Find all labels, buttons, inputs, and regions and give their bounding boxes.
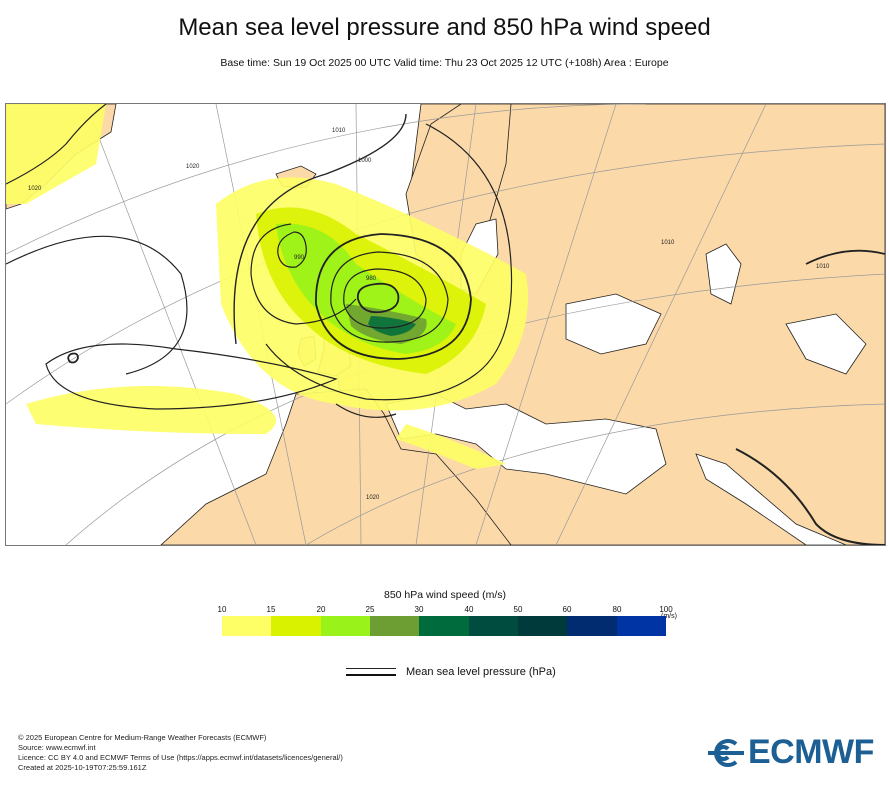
wind-legend-unit: (m/s) xyxy=(661,613,677,620)
isobar-labels: 1020 1010 1000 990 980 1020 1010 1010 10… xyxy=(28,128,830,501)
msl-legend-label: Mean sea level pressure (hPa) xyxy=(406,666,556,678)
colorbar-swatch xyxy=(567,616,617,636)
footer-licence: Licence: CC BY 4.0 and ECMWF Terms of Us… xyxy=(18,753,343,762)
isobars xyxy=(6,104,885,545)
wind-legend-title: 850 hPa wind speed (m/s) xyxy=(384,589,506,601)
isobar-980-ring xyxy=(343,268,427,329)
mediterranean-sea xyxy=(385,393,667,495)
wind-band-10-15 xyxy=(6,104,528,469)
isobar-1020-atlantic xyxy=(45,343,338,410)
isobar-1020-greenland xyxy=(6,104,107,185)
isobar-990-ring xyxy=(330,251,449,343)
isobar-label: 980 xyxy=(366,276,377,282)
chart-title: Mean sea level pressure and 850 hPa wind… xyxy=(178,14,711,41)
legend-tick: 100 xyxy=(659,605,673,614)
legend-tick: 60 xyxy=(562,605,572,614)
footer-copyright: © 2025 European Centre for Medium-Range … xyxy=(18,733,267,742)
wind-colorbar xyxy=(222,616,666,636)
isobar-1010-ring xyxy=(265,123,513,401)
persian-gulf xyxy=(785,313,867,375)
ecmwf-logo-icon xyxy=(708,738,744,767)
colorbar-swatch xyxy=(222,616,272,636)
map-svg: 1020 1010 1000 990 980 1020 1010 1010 10… xyxy=(6,104,885,545)
isobar-1010-north xyxy=(233,113,407,345)
legend-tick: 20 xyxy=(316,605,326,614)
legend-tick: 15 xyxy=(266,605,276,614)
isobar-1000-ring-1 xyxy=(250,223,357,325)
isobar-label: 1010 xyxy=(661,240,675,246)
isobar-atlantic-high xyxy=(67,352,79,364)
isobar-1020-iberia xyxy=(335,403,397,418)
footer-created: Created at 2025-10-19T07:25:59.161Z xyxy=(18,763,147,772)
msl-legend-thick-line xyxy=(346,674,396,676)
isobar-label: 1010 xyxy=(816,264,830,270)
colorbar-swatch xyxy=(271,616,321,636)
isobar-label: 1020 xyxy=(28,186,42,192)
colorbar-swatch xyxy=(517,616,568,636)
legend-tick: 50 xyxy=(513,605,523,614)
isobar-label: 990 xyxy=(294,255,305,261)
msl-legend: Mean sea level pressure (hPa) xyxy=(346,665,596,681)
colorbar-swatch xyxy=(320,616,370,636)
chart-subtitle: Base time: Sun 19 Oct 2025 00 UTC Valid … xyxy=(220,57,669,69)
isobar-1010-red-sea xyxy=(735,448,885,545)
footer-source: Source: www.ecmwf.int xyxy=(18,743,96,752)
legend-tick: 25 xyxy=(365,605,375,614)
colorbar-swatch xyxy=(468,616,518,636)
footer-credits: © 2025 European Centre for Medium-Range … xyxy=(18,733,343,773)
red-sea xyxy=(695,453,847,545)
isobar-label: 1020 xyxy=(366,495,380,501)
colorbar-swatch xyxy=(369,616,420,636)
legend-tick: 10 xyxy=(217,605,227,614)
msl-legend-thin-line xyxy=(346,668,396,669)
ecmwf-logo-text: ECMWF xyxy=(748,733,874,771)
isobar-label: 1000 xyxy=(358,158,372,164)
wind-band-30-40 xyxy=(368,316,416,336)
isobar-low-centre xyxy=(356,282,400,314)
legend-tick: 40 xyxy=(464,605,474,614)
isobar-1020-west xyxy=(6,235,188,375)
legend-tick: 80 xyxy=(612,605,622,614)
forecast-map[interactable]: 1020 1010 1000 990 980 1020 1010 1010 10… xyxy=(5,103,886,546)
colorbar-swatch xyxy=(616,616,666,636)
colorbar-swatch xyxy=(419,616,469,636)
isobar-1000-ring-2 xyxy=(315,233,472,360)
isobar-1010-mideast xyxy=(805,249,885,265)
isobar-label: 1010 xyxy=(332,128,346,134)
ecmwf-logo: ECMWF xyxy=(706,733,874,772)
isobar-990-low xyxy=(277,231,307,268)
wind-speed-shading xyxy=(6,104,528,469)
isobar-label: 1020 xyxy=(186,164,200,170)
legend-tick: 30 xyxy=(414,605,424,614)
